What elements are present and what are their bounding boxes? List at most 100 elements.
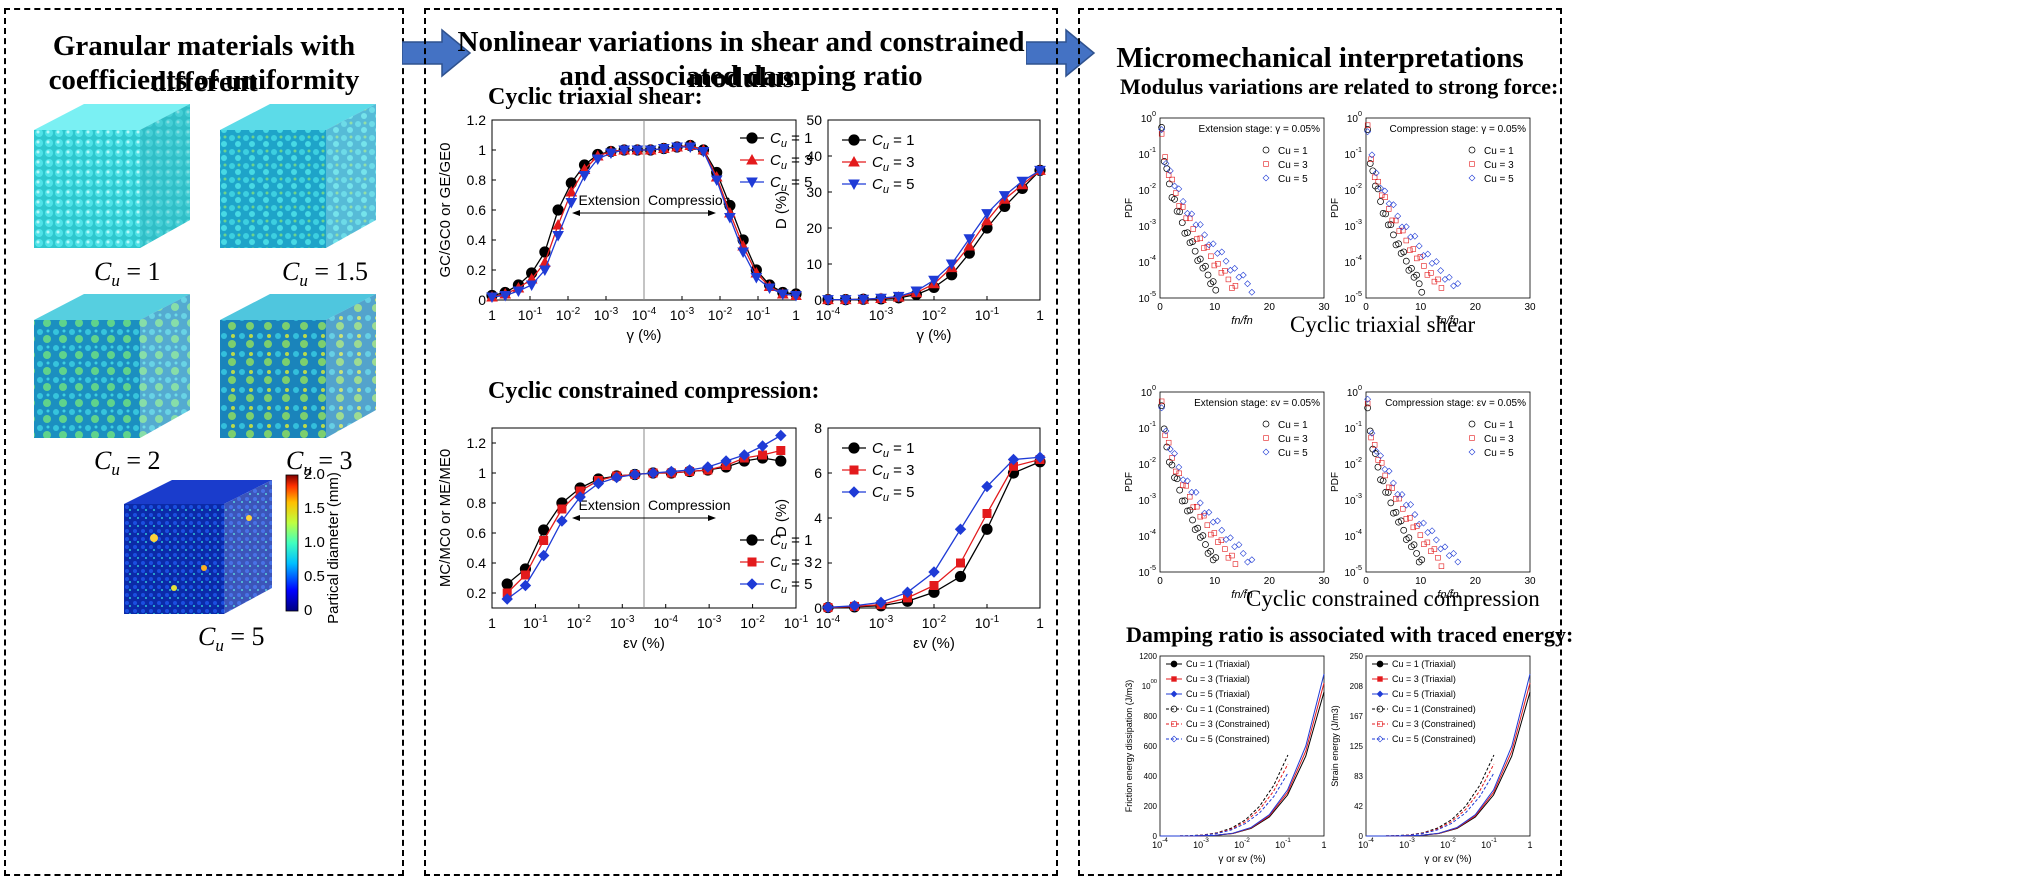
data-point — [1424, 539, 1431, 546]
data-point — [724, 213, 736, 224]
colorbar-label: Partical diameter (mm) — [325, 472, 342, 624]
data-point — [1403, 237, 1409, 244]
data-point — [1411, 232, 1419, 240]
data-point — [525, 280, 538, 292]
x-tick-label: 20 — [1470, 576, 1482, 587]
chart-pdf-constrained-extension: 100 10-1 10-2 10-3 10-4 10-50 10 20 30 Extension … — [1124, 383, 1330, 601]
data-point — [702, 461, 714, 473]
x-tick-label: 30 — [1318, 302, 1330, 313]
data-point — [1244, 280, 1251, 288]
data-point — [1225, 276, 1232, 283]
annotation-extension: Extension — [579, 497, 640, 513]
data-point — [1232, 561, 1239, 567]
data-point — [520, 570, 530, 580]
x-tick-label: 20 — [1264, 302, 1276, 313]
data-point — [1414, 255, 1420, 262]
data-point — [1215, 261, 1221, 267]
data-point — [1387, 221, 1395, 228]
y-tick-label: 208 — [1350, 682, 1364, 691]
data-point — [552, 204, 564, 216]
legend-marker — [1171, 721, 1177, 727]
series-line — [491, 146, 797, 298]
data-point — [1166, 445, 1174, 453]
data-point — [929, 581, 939, 590]
y-tick-label: 200 — [1144, 802, 1158, 811]
data-point — [1176, 470, 1182, 476]
data-point — [776, 289, 789, 301]
x-tick-label: 0 — [1363, 302, 1369, 313]
data-point — [710, 175, 723, 187]
legend-label: Cu = 1 — [1484, 420, 1514, 431]
data-point — [1389, 217, 1395, 224]
x-tick-label: 10-3 — [869, 306, 894, 323]
y-tick-label: 10-5 — [1138, 563, 1156, 579]
legend-marker — [1377, 721, 1383, 727]
data-point — [1364, 126, 1372, 133]
x-tick-label: 10-4 — [816, 306, 841, 323]
data-point — [998, 191, 1011, 202]
data-point — [552, 231, 564, 242]
legend-label: Cu = 3 — [1484, 434, 1514, 445]
x-tick-label: 10-4 — [816, 614, 841, 631]
y-tick-label: 0.4 — [467, 555, 487, 571]
data-point — [1385, 200, 1393, 208]
x-tick-label: 10-2 — [740, 614, 765, 631]
data-point — [1364, 404, 1372, 412]
y-tick-label: 83 — [1354, 772, 1363, 781]
x-tick-label: 30 — [1524, 302, 1536, 313]
data-point — [1393, 496, 1399, 502]
data-point — [1244, 558, 1251, 566]
data-point — [1197, 235, 1203, 242]
data-point — [1431, 546, 1438, 552]
data-point — [1207, 547, 1214, 555]
data-point — [1187, 493, 1193, 500]
y-tick-label: 10-2 — [1138, 181, 1156, 197]
legend-marker — [1170, 735, 1178, 743]
x-tick-label: 10-3 — [1193, 837, 1209, 850]
colorbar-tick: 0.5 — [304, 568, 325, 585]
x-axis-label: fn/f̄n — [1231, 314, 1252, 327]
data-point — [1417, 254, 1424, 260]
data-point — [945, 259, 958, 271]
x-tick-label: 10-2 — [556, 306, 581, 323]
legend-label: Cu = 3 (Triaxial) — [1186, 674, 1250, 684]
legend-label: Cu = 5 (Constrained) — [1392, 734, 1476, 744]
data-point — [1387, 499, 1395, 507]
x-tick-label: 1 — [1321, 840, 1326, 850]
legend-label: Cu = 3 — [770, 554, 812, 574]
data-point — [1382, 488, 1390, 496]
data-point — [848, 600, 861, 612]
data-point — [954, 570, 967, 583]
y-tick-label: 0.2 — [467, 585, 487, 601]
caption-constrained: Cyclic constrained compression — [1246, 586, 1540, 611]
x-tick-label: 10-1 — [784, 614, 809, 631]
plot-frame — [1159, 117, 1325, 299]
data-point — [1407, 501, 1415, 508]
data-point — [1417, 532, 1424, 538]
data-point — [1211, 262, 1218, 269]
arrow-right-icon — [1026, 28, 1096, 78]
data-point — [1186, 506, 1194, 514]
chart-title: Compression stage: γ = 0.05% — [1390, 124, 1527, 135]
y-axis-label: Friction energy dissipation (J/m3) — [1124, 680, 1134, 813]
data-point — [1379, 210, 1387, 217]
data-point — [1438, 285, 1445, 291]
y-tick-label: 100 — [1141, 383, 1156, 399]
x-tick-label: 10-1 — [975, 614, 1000, 631]
data-point — [1016, 176, 1029, 188]
data-point — [981, 523, 993, 535]
y-tick-label: 800 — [1144, 712, 1158, 721]
y-axis-label: PDF — [1330, 198, 1341, 218]
x-tick-label: 10-3 — [869, 614, 894, 631]
y-tick-label: 2 — [814, 555, 822, 571]
data-point — [1179, 476, 1187, 484]
data-point — [1189, 516, 1196, 524]
annotation-compression: Compression — [648, 497, 730, 513]
legend-label: Cu = 3 — [1278, 160, 1308, 171]
colorbar-tick: 1.5 — [304, 500, 325, 517]
data-point — [1181, 497, 1189, 505]
y-tick-label: 1.2 — [467, 112, 487, 128]
arrow-right-icon — [708, 210, 716, 216]
y-tick-label: 10-5 — [1138, 289, 1156, 305]
